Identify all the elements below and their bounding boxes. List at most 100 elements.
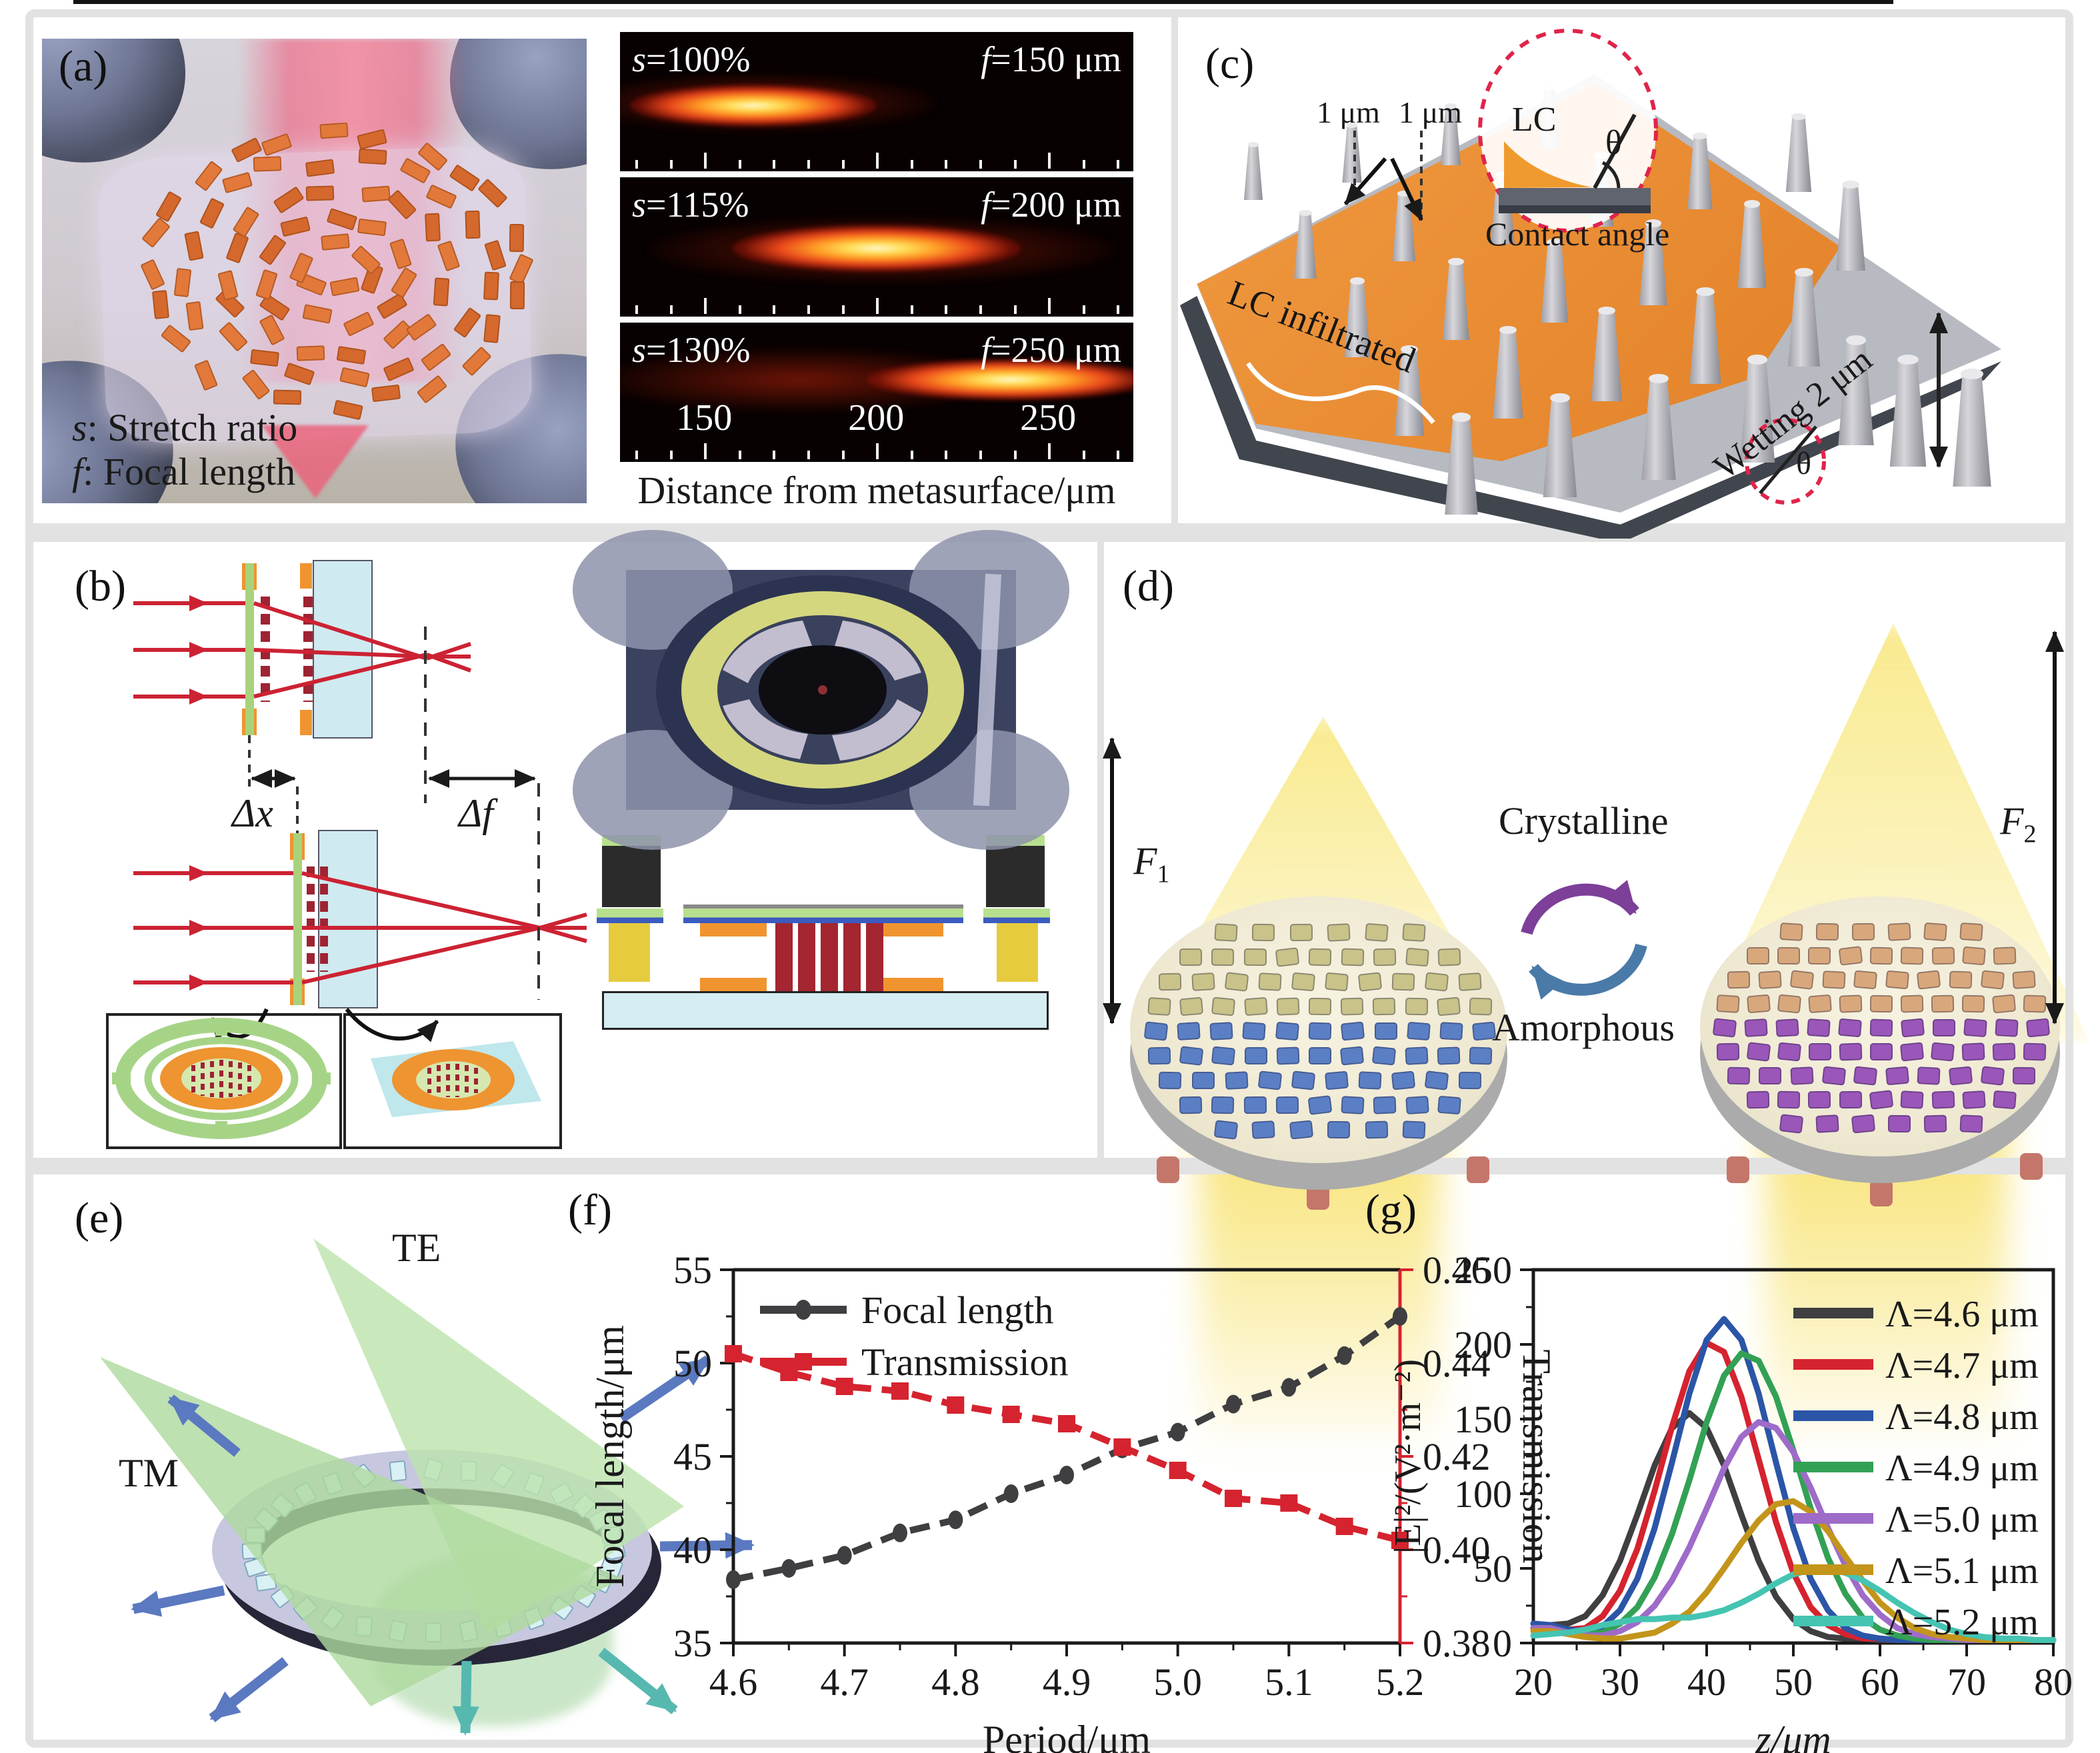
- phase-pillar: [1980, 970, 2005, 990]
- cone-cap: [1448, 258, 1464, 266]
- cone-body: [1443, 261, 1469, 340]
- phase-pillar: [1340, 1095, 1365, 1114]
- phase-pillar: [1225, 1070, 1249, 1090]
- phase-pillar: [1327, 923, 1351, 942]
- strip3-s: s: [632, 330, 647, 370]
- strip-tick: [704, 443, 707, 459]
- pillar-cone: [1241, 142, 1265, 200]
- meta-atom-brick: [483, 314, 501, 344]
- marker-circle: [1226, 1394, 1241, 1414]
- phase-pillar: [1341, 1021, 1365, 1041]
- amorphous-label: Amorphous: [1492, 1006, 1675, 1049]
- phase-pillar: [1839, 994, 1863, 1013]
- strip-tick: [1048, 153, 1051, 169]
- series-line-Λ=5.1 μm: [1530, 1498, 2057, 1644]
- cone-body: [1243, 144, 1263, 200]
- marker-circle: [1059, 1466, 1074, 1484]
- meta-post-lower: [775, 955, 793, 991]
- phase-pillar: [1391, 972, 1415, 991]
- phase-pillar: [1251, 1120, 1276, 1139]
- pillar-cone: [1340, 277, 1374, 357]
- strip-tick: [738, 160, 741, 169]
- axis-tick-250: 250: [1020, 397, 1077, 439]
- strip-tick: [1082, 160, 1085, 169]
- meta-post-lower: [798, 955, 815, 991]
- phase-pillar: [1177, 1021, 1201, 1041]
- f2-sub: 2: [2023, 820, 2037, 849]
- phase-pillar: [1159, 1071, 1182, 1090]
- phase-pillar: [1214, 923, 1238, 942]
- cone-cap: [1897, 355, 1919, 365]
- x-axis-title: Period/μm: [983, 1718, 1151, 1753]
- meta-post-lower: [866, 955, 883, 991]
- strip-tick: [910, 451, 913, 459]
- marker-square: [1280, 1494, 1298, 1512]
- cone-cap: [1747, 355, 1768, 365]
- ring-meta-cube: [355, 1616, 373, 1637]
- strip-tick: [635, 305, 639, 314]
- phase-pillar: [1405, 997, 1428, 1016]
- phase-pillar: [1308, 1046, 1332, 1064]
- x-tick-label: 4.9: [1043, 1660, 1091, 1704]
- phase-pillar: [1821, 1066, 1846, 1086]
- marker-square: [1002, 1406, 1020, 1423]
- phase-pillar: [1276, 1096, 1299, 1114]
- phase-pillar: [1853, 1066, 1878, 1086]
- phase-pillar: [1900, 1090, 1925, 1110]
- phase-pillar: [1995, 1018, 2019, 1037]
- phase-pillar: [1949, 970, 1973, 989]
- te-label: TE: [392, 1226, 441, 1270]
- phase-pillar: [1275, 1021, 1299, 1041]
- strip-tick: [945, 305, 948, 314]
- meta-atom-brick: [357, 218, 387, 237]
- membrane-topline: [683, 904, 963, 908]
- strip-tick: [876, 443, 879, 459]
- x-tick-label: 5.2: [1376, 1660, 1425, 1704]
- phase-pillar: [1213, 1119, 1239, 1140]
- phase-pillar: [1869, 994, 1893, 1013]
- ring-meta-cube: [389, 1460, 407, 1482]
- meta-atom-brick: [319, 122, 349, 139]
- spacer-left: [609, 923, 650, 982]
- phase-pillar: [1959, 1114, 1983, 1134]
- strip1-f-eq: =150 μm: [991, 39, 1121, 79]
- marker-circle: [726, 1570, 741, 1589]
- y-tick-label: 150: [1454, 1398, 1512, 1441]
- cone-cap: [1795, 267, 1813, 277]
- pillar-cone: [1833, 335, 1879, 445]
- phase-pillar: [1712, 1018, 1737, 1038]
- meta-atom-brick: [253, 156, 282, 173]
- marker-square: [835, 1378, 853, 1395]
- strips-xaxis-label: Distance from metasurface/μm: [637, 469, 1116, 512]
- panel-e-label: (e): [75, 1194, 124, 1242]
- phase-pillar: [1340, 997, 1364, 1016]
- cone-cap: [1743, 200, 1761, 208]
- phase-pillar: [1275, 947, 1300, 968]
- intensity-strip-3: s=130% f=250 μm 150 200 250: [620, 323, 1133, 462]
- phase-pillar: [1457, 972, 1482, 992]
- phase-pillar: [1242, 1021, 1267, 1041]
- phase-pillar: [1931, 1090, 1955, 1109]
- phase-pillar: [1437, 948, 1461, 966]
- cone-cap: [1299, 209, 1312, 216]
- phase-pillar: [1406, 1021, 1431, 1041]
- phase-pillar: [1961, 1042, 1985, 1061]
- phase-pillar: [1807, 1018, 1831, 1038]
- phase-pillar: [1777, 994, 1802, 1014]
- marker-circle: [781, 1559, 797, 1578]
- strip3-f: f: [981, 330, 991, 370]
- meta-post-upper: [775, 923, 793, 959]
- panel-f-label: (f): [568, 1186, 612, 1234]
- strip2-s-eq: =115%: [646, 185, 749, 225]
- phase-pillar: [1917, 1066, 1941, 1085]
- phase-pillar: [2013, 1067, 2036, 1085]
- cone-cap: [1961, 369, 1983, 379]
- phase-pillar: [1885, 1066, 1909, 1086]
- phase-pillar: [1179, 996, 1204, 1016]
- phase-pillar: [1469, 1046, 1493, 1065]
- f-text: : Focal length: [83, 450, 296, 493]
- ring-meta-cube: [425, 1622, 442, 1643]
- phase-pillar: [1258, 972, 1282, 992]
- cone-cap: [1499, 325, 1517, 335]
- strip-tick: [841, 305, 845, 314]
